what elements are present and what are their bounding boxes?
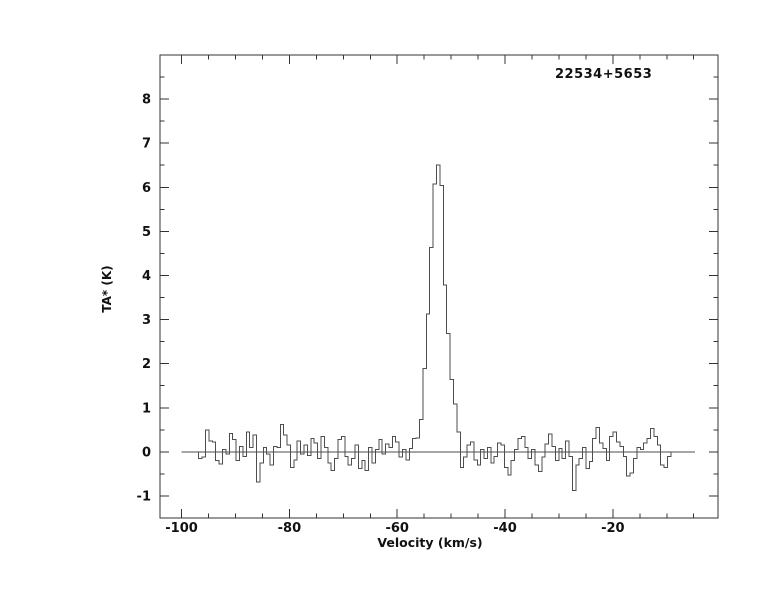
x-axis-label: Velocity (km/s) — [377, 535, 483, 550]
y-tick-label: 2 — [142, 357, 151, 372]
x-tick-label: -20 — [601, 521, 625, 536]
spectrum-step-line — [198, 164, 672, 492]
y-tick-label: 8 — [142, 93, 151, 108]
x-tick-label: -100 — [165, 521, 198, 536]
source-name-annotation: 22534+5653 — [555, 67, 653, 82]
y-tick-label: 4 — [142, 269, 151, 284]
x-tick-label: -60 — [385, 521, 409, 536]
x-tick-label: -40 — [493, 521, 517, 536]
y-tick-label: -1 — [137, 489, 151, 504]
y-tick-label: 1 — [142, 401, 151, 416]
x-tick-label: -80 — [278, 521, 302, 536]
y-tick-label: 0 — [142, 445, 151, 460]
y-tick-label: 3 — [142, 313, 151, 328]
plot-frame — [159, 54, 719, 519]
y-tick-label: 5 — [142, 225, 151, 240]
y-tick-label: 7 — [142, 137, 151, 152]
y-tick-label: 6 — [142, 181, 151, 196]
y-axis-label: TA* (K) — [100, 265, 114, 313]
